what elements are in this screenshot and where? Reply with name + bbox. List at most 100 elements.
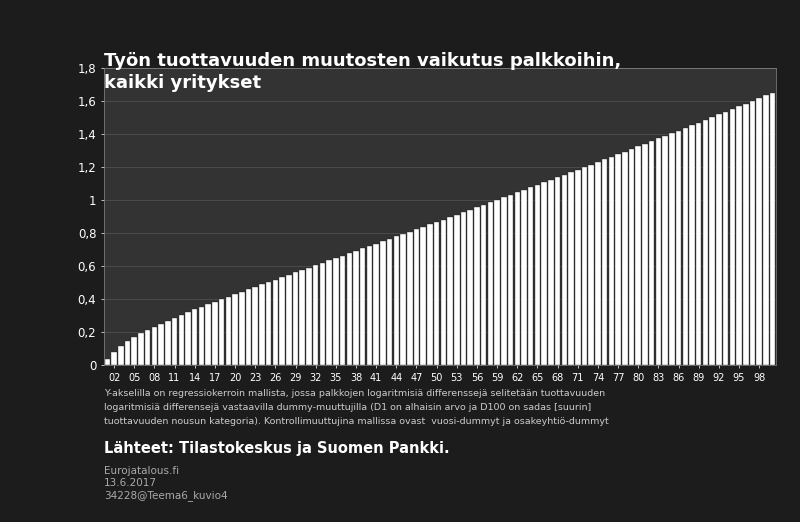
Bar <box>178 315 184 365</box>
Bar <box>346 253 352 365</box>
Bar <box>333 258 338 365</box>
Bar <box>690 125 694 365</box>
Bar <box>145 330 150 365</box>
Bar <box>662 136 668 365</box>
Bar <box>326 260 332 365</box>
Bar <box>172 318 178 365</box>
Bar <box>165 321 170 365</box>
Bar <box>286 275 291 365</box>
Bar <box>568 172 574 365</box>
Bar <box>609 157 614 365</box>
Text: 34228@Teema6_kuvio4: 34228@Teema6_kuvio4 <box>104 490 228 501</box>
Bar <box>414 229 419 365</box>
Bar <box>421 227 426 365</box>
Bar <box>239 292 245 365</box>
Bar <box>198 307 204 365</box>
Bar <box>219 299 224 365</box>
Bar <box>676 130 682 365</box>
Bar <box>710 117 715 365</box>
Bar <box>374 244 379 365</box>
Bar <box>320 263 325 365</box>
Bar <box>622 151 627 365</box>
Bar <box>548 180 554 365</box>
Bar <box>575 170 581 365</box>
Bar <box>602 159 607 365</box>
Bar <box>629 149 634 365</box>
Bar <box>770 93 775 365</box>
Bar <box>589 164 594 365</box>
Bar <box>542 182 547 365</box>
Bar <box>750 101 755 365</box>
Bar <box>582 167 587 365</box>
Bar <box>111 351 117 365</box>
Text: Eurojatalous.fi: Eurojatalous.fi <box>104 466 179 476</box>
Bar <box>669 133 674 365</box>
Bar <box>441 220 446 365</box>
Bar <box>299 270 305 365</box>
Bar <box>508 195 514 365</box>
Bar <box>481 205 486 365</box>
Bar <box>186 312 190 365</box>
Bar <box>259 284 265 365</box>
Bar <box>212 302 218 365</box>
Bar <box>360 248 366 365</box>
Bar <box>635 146 641 365</box>
Bar <box>400 234 406 365</box>
Bar <box>118 346 123 365</box>
Bar <box>273 280 278 365</box>
Bar <box>246 289 251 365</box>
Bar <box>447 217 453 365</box>
Bar <box>226 296 231 365</box>
Bar <box>555 177 560 365</box>
Bar <box>595 162 601 365</box>
Bar <box>152 327 157 365</box>
Bar <box>394 236 399 365</box>
Bar <box>125 341 130 365</box>
Bar <box>192 310 198 365</box>
Bar <box>488 203 493 365</box>
Bar <box>232 294 238 365</box>
Bar <box>642 144 648 365</box>
Bar <box>467 210 473 365</box>
Bar <box>682 128 688 365</box>
Bar <box>354 251 358 365</box>
Bar <box>736 106 742 365</box>
Bar <box>696 123 702 365</box>
Bar <box>534 185 540 365</box>
Text: Y-akselilla on regressiokerroin mallista, jossa palkkojen logaritmisiä differens: Y-akselilla on regressiokerroin mallista… <box>104 389 605 398</box>
Bar <box>494 200 500 365</box>
Bar <box>730 109 735 365</box>
Bar <box>266 282 271 365</box>
Bar <box>461 212 466 365</box>
Bar <box>474 207 480 365</box>
Bar <box>757 98 762 365</box>
Bar <box>279 277 285 365</box>
Bar <box>743 104 749 365</box>
Bar <box>407 232 413 365</box>
Text: tuottavuuden nousun kategoria). Kontrollimuuttujina mallissa ovast  vuosi-dummyt: tuottavuuden nousun kategoria). Kontroll… <box>104 417 609 426</box>
Bar <box>131 337 137 365</box>
Bar <box>253 287 258 365</box>
Text: 13.6.2017: 13.6.2017 <box>104 478 157 488</box>
Bar <box>206 304 211 365</box>
Bar <box>716 114 722 365</box>
Bar <box>501 197 506 365</box>
Bar <box>427 224 433 365</box>
Bar <box>313 265 318 365</box>
Bar <box>340 256 346 365</box>
Bar <box>723 112 728 365</box>
Bar <box>514 193 520 365</box>
Bar <box>763 96 769 365</box>
Bar <box>105 359 110 365</box>
Bar <box>562 175 567 365</box>
Bar <box>138 333 144 365</box>
Bar <box>434 222 439 365</box>
Bar <box>366 246 372 365</box>
Bar <box>656 138 661 365</box>
Bar <box>522 190 526 365</box>
Bar <box>158 324 164 365</box>
Bar <box>615 154 621 365</box>
Bar <box>702 120 708 365</box>
Bar <box>293 272 298 365</box>
Text: logaritmisiä differensejä vastaavilla dummy-muuttujilla (D1 on alhaisin arvo ja : logaritmisiä differensejä vastaavilla du… <box>104 403 591 412</box>
